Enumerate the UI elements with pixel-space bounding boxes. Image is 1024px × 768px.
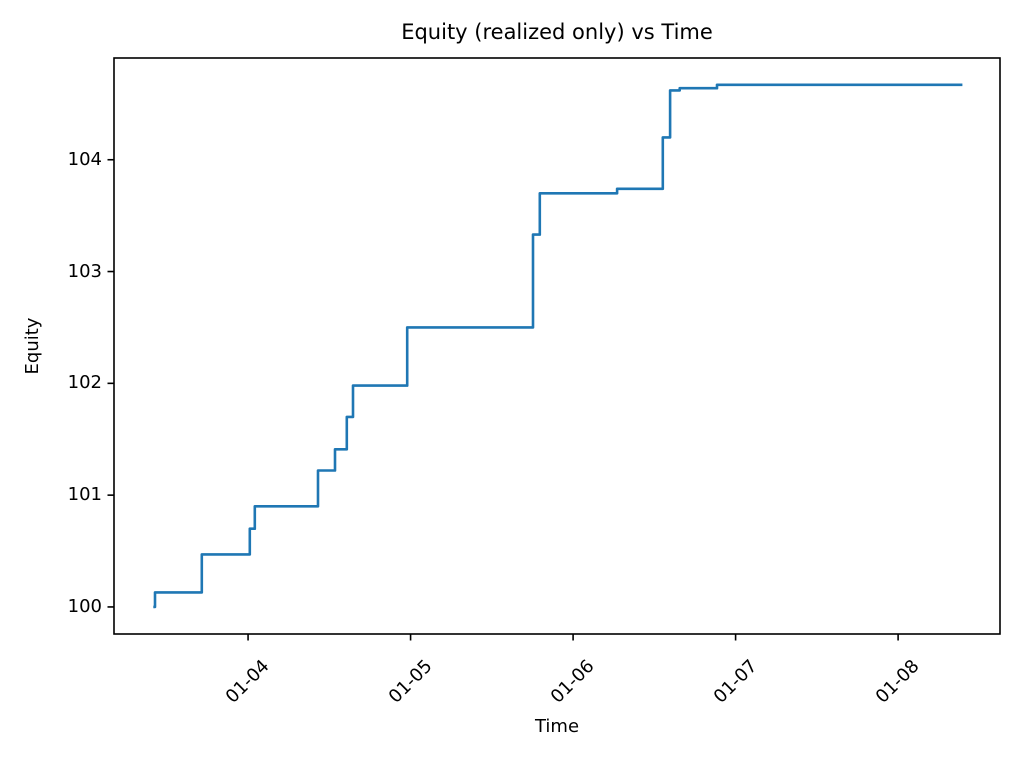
x-axis-label: Time xyxy=(534,716,580,737)
equity-line xyxy=(153,83,963,609)
axes-frame xyxy=(113,57,1001,635)
y-axis-label: Equity xyxy=(22,317,43,375)
chart-title: Equity (realized only) vs Time xyxy=(401,20,713,44)
y-tick-label: 103 xyxy=(67,260,102,282)
y-tick-label: 102 xyxy=(67,372,102,394)
y-tick-label: 101 xyxy=(67,484,102,506)
y-tick-label: 104 xyxy=(67,148,102,170)
y-tick-label: 100 xyxy=(67,595,102,617)
